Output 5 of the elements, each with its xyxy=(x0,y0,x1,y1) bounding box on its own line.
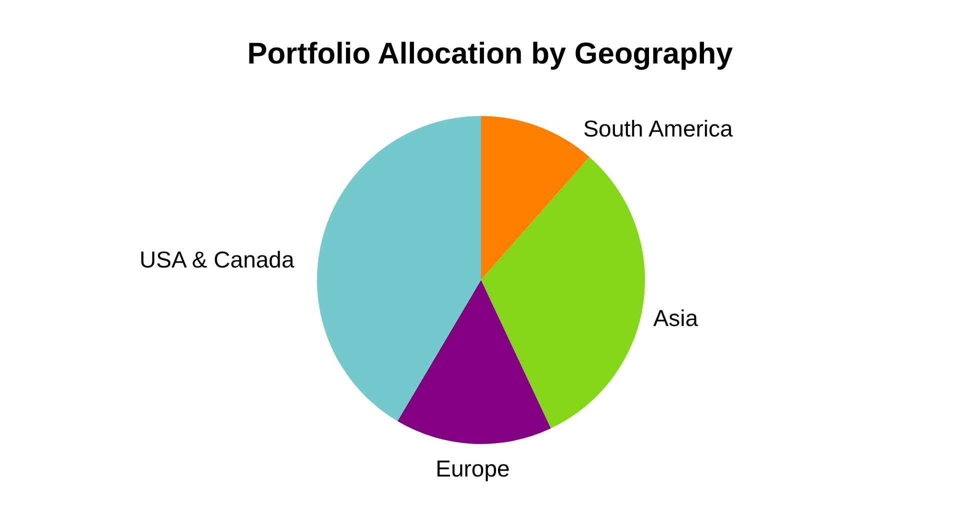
slice-label: South America xyxy=(583,115,733,142)
slice-label: Europe xyxy=(436,455,510,482)
slice-label: USA & Canada xyxy=(140,246,294,273)
slice-label: Asia xyxy=(653,304,698,331)
chart-title: Portfolio Allocation by Geography xyxy=(247,38,734,70)
